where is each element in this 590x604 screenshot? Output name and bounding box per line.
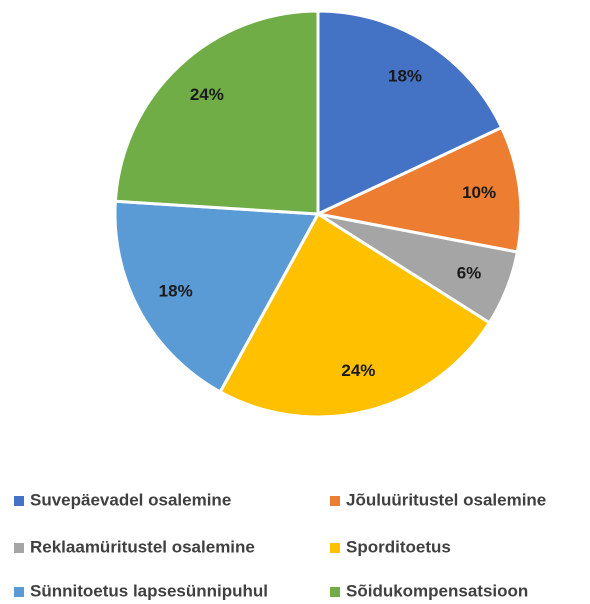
data-label: 18% [159,282,193,301]
legend-label: Reklaamüritustel osalemine [30,537,255,556]
pie-slice [218,211,492,419]
pie-slice [313,125,523,254]
pie-slice [316,9,504,217]
data-label: 24% [190,85,224,104]
pie-slice [113,9,320,216]
legend-label: Sünnitoetus lapsesünnipuhul [30,581,268,600]
data-label: 10% [462,183,496,202]
legend-swatch [14,496,24,506]
data-label: 6% [457,263,482,282]
legend-swatch [330,543,340,553]
legend-label: Suvepäevadel osalemine [30,490,231,509]
legend-swatch [330,496,340,506]
data-label: 18% [388,66,422,85]
legend-label: Sporditoetus [346,537,451,556]
pie-slice [113,199,321,394]
legend-swatch [14,543,24,553]
legend-label: Sõidukompensatsioon [346,581,528,600]
data-label: 24% [341,361,375,380]
legend-swatch [330,587,340,597]
legend-swatch [14,587,24,597]
legend-label: Jõuluüritustel osalemine [346,490,546,509]
